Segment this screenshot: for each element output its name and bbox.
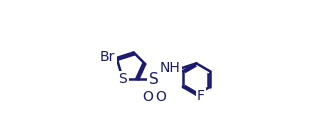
Text: S: S — [149, 72, 159, 87]
Text: O: O — [142, 90, 153, 104]
Text: Br: Br — [100, 50, 115, 64]
Text: O: O — [155, 90, 166, 104]
Text: NH: NH — [159, 61, 180, 75]
Text: S: S — [118, 72, 127, 86]
Text: F: F — [197, 89, 205, 103]
